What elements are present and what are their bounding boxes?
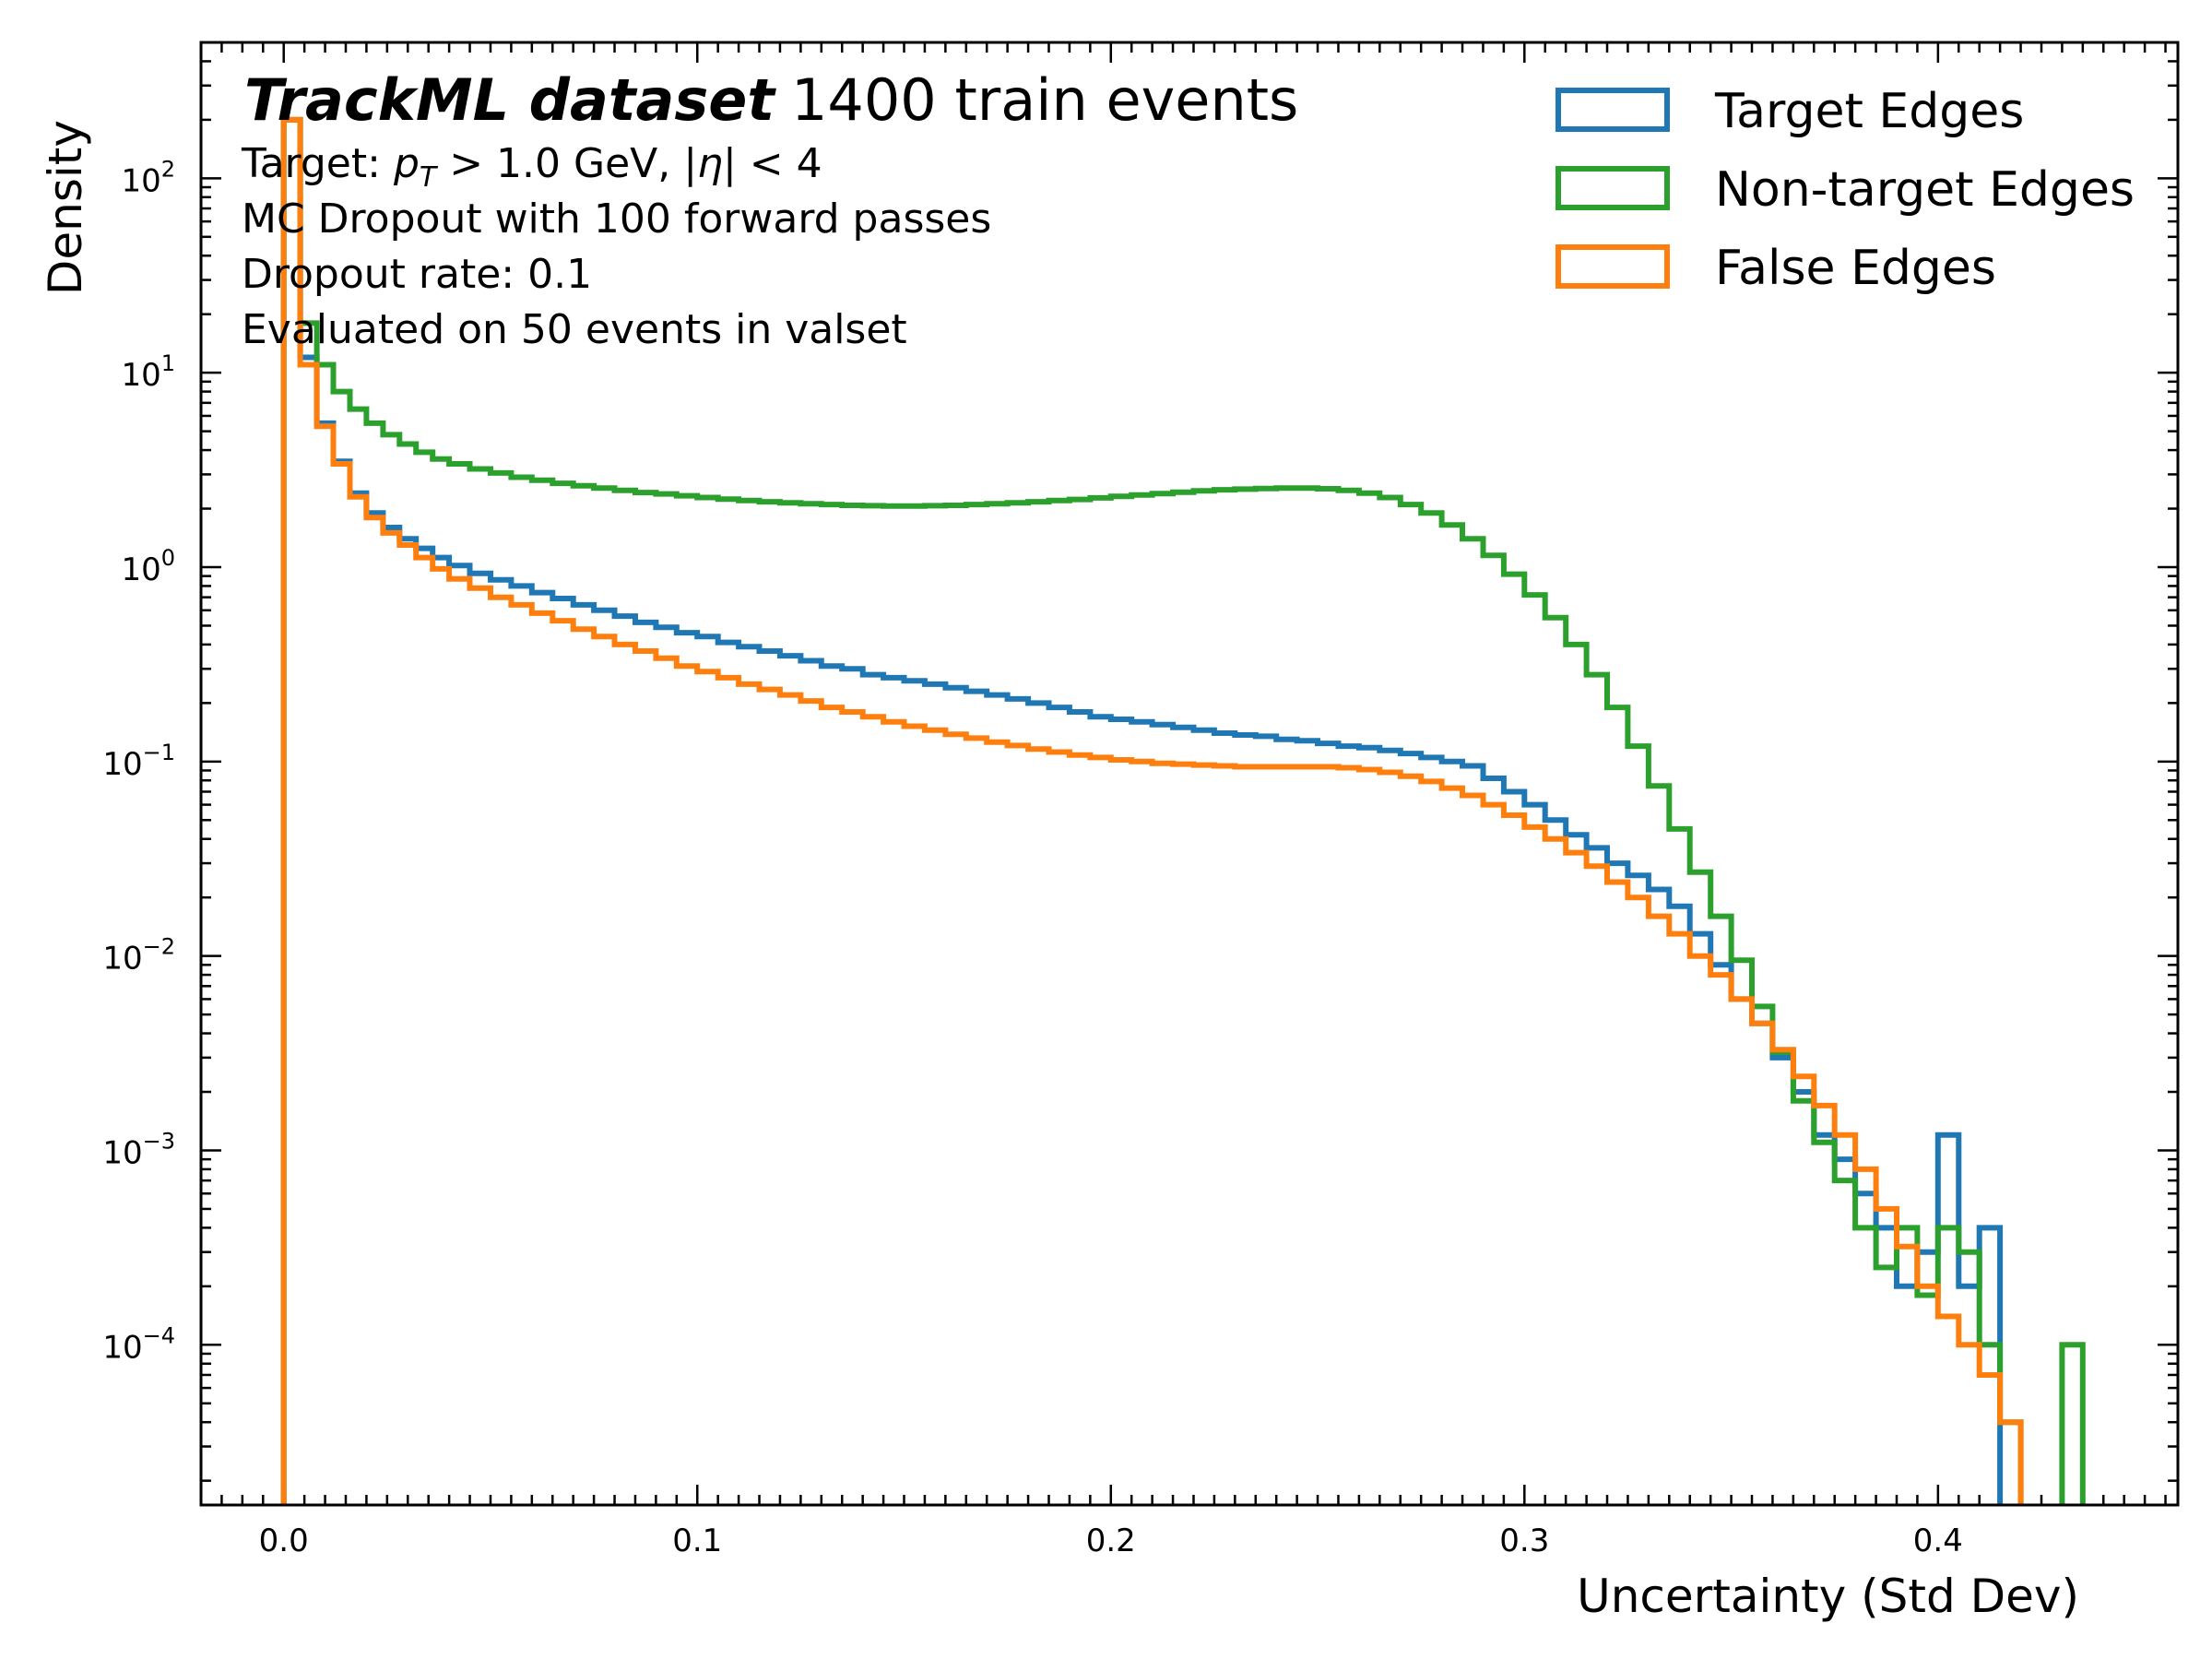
- target-cut-label: Target: pT > 1.0 GeV, |η| < 4: [241, 140, 822, 194]
- y-tick-exponent: −1: [143, 740, 175, 765]
- legend-swatch-non-target-edges: [1555, 166, 1670, 210]
- target-prefix: Target:: [241, 140, 394, 187]
- x-tick-label: 0.1: [672, 1523, 722, 1559]
- legend-label-false-edges: False Edges: [1715, 241, 1996, 296]
- info-dropout-rate: Dropout rate: 0.1: [242, 251, 592, 298]
- y-tick-label: 10−2: [102, 934, 175, 978]
- legend-label-non-target-edges: Non-target Edges: [1715, 162, 2135, 218]
- info-evaluation: Evaluated on 50 events in valset: [242, 306, 907, 353]
- y-tick-label: 10−4: [102, 1322, 175, 1366]
- histogram-series: [280, 116, 2086, 1505]
- y-tick-label: 100: [121, 545, 175, 588]
- y-tick-base: 10: [121, 357, 160, 394]
- y-tick-base: 10: [121, 162, 160, 199]
- legend-swatch-false-edges: [1555, 244, 1670, 289]
- title-dataset-name: TrackML dataset: [244, 66, 776, 134]
- x-tick-label: 0.4: [1913, 1523, 1963, 1559]
- y-tick-exponent: 1: [161, 350, 175, 376]
- pt-cut: > 1.0 GeV, |: [436, 140, 697, 187]
- y-tick-exponent: 0: [161, 545, 175, 571]
- x-tick-label: 0.2: [1086, 1523, 1136, 1559]
- y-tick-exponent: 2: [161, 156, 175, 182]
- x-axis-label: Uncertainty (Std Dev): [1577, 1570, 2079, 1623]
- y-tick-label: 10−1: [102, 740, 175, 783]
- y-tick-base: 10: [102, 1134, 142, 1171]
- chart-title: TrackML dataset 1400 train events: [244, 66, 1298, 134]
- y-tick-base: 10: [102, 1329, 142, 1366]
- y-axis-label: Density: [39, 120, 92, 295]
- legend-swatch-target-edges: [1555, 88, 1670, 132]
- x-tick-label: 0.0: [259, 1523, 309, 1559]
- series-line-false-edges: [280, 116, 2024, 1505]
- y-tick-exponent: −2: [143, 934, 175, 960]
- pt-symbol: p: [393, 140, 420, 187]
- y-tick-base: 10: [102, 746, 142, 783]
- plot-frame: [199, 41, 2180, 1507]
- title-event-count: 1400 train events: [791, 66, 1298, 134]
- y-tick-exponent: −4: [143, 1322, 175, 1348]
- y-tick-exponent: −3: [143, 1128, 175, 1154]
- eta-symbol: η: [697, 140, 723, 187]
- series-line-target-edges: [280, 116, 2004, 1505]
- pt-subscript: T: [420, 161, 439, 194]
- eta-cut: | < 4: [723, 140, 822, 187]
- y-tick-base: 10: [121, 551, 160, 588]
- legend-label-target-edges: Target Edges: [1714, 84, 2024, 139]
- info-mc-dropout: MC Dropout with 100 forward passes: [242, 196, 991, 243]
- x-tick-label: 0.3: [1499, 1523, 1549, 1559]
- y-tick-label: 10−3: [102, 1128, 175, 1171]
- y-tick-label: 101: [121, 350, 175, 394]
- legend: Target Edges Non-target Edges False Edge…: [1555, 84, 2135, 296]
- y-tick-label: 102: [121, 156, 175, 199]
- y-tick-base: 10: [102, 941, 142, 978]
